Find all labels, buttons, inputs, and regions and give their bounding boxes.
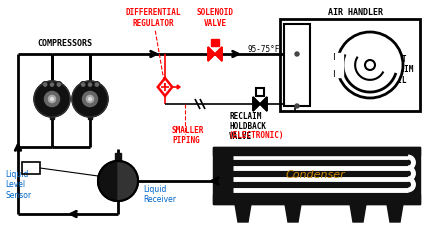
Circle shape (51, 98, 54, 101)
Text: Liquid
Level
Sensor: Liquid Level Sensor (5, 169, 31, 199)
Circle shape (365, 61, 375, 71)
Polygon shape (208, 48, 215, 62)
Polygon shape (235, 204, 251, 222)
Circle shape (88, 98, 91, 101)
Text: Condenser: Condenser (285, 169, 345, 179)
Wedge shape (118, 161, 138, 201)
Circle shape (45, 92, 60, 107)
Circle shape (56, 82, 62, 88)
Text: AIR HANDLER: AIR HANDLER (327, 8, 383, 17)
Polygon shape (215, 48, 222, 62)
Text: COMPRESSORS: COMPRESSORS (37, 39, 93, 48)
Bar (284, 25, 310, 106)
Circle shape (57, 84, 60, 87)
Text: SOLENOID
VALVE: SOLENOID VALVE (196, 8, 233, 28)
Circle shape (337, 33, 403, 99)
Circle shape (95, 84, 99, 87)
Circle shape (88, 84, 92, 87)
Bar (213, 147, 420, 204)
Circle shape (295, 53, 299, 57)
Polygon shape (387, 204, 403, 222)
Text: DIFFERENTIAL
REGULATOR: DIFFERENTIAL REGULATOR (125, 8, 181, 28)
Circle shape (87, 82, 93, 88)
Polygon shape (260, 98, 267, 111)
Polygon shape (253, 98, 260, 111)
Bar (213, 194, 420, 204)
Circle shape (82, 84, 85, 87)
Bar (115, 153, 121, 161)
Bar (284, 25, 310, 106)
Circle shape (48, 96, 56, 103)
Text: SMALLER
PIPING: SMALLER PIPING (172, 126, 204, 145)
Text: RECLAIM
HOLDBACK
VALVE: RECLAIM HOLDBACK VALVE (229, 111, 266, 141)
Polygon shape (350, 204, 366, 222)
Bar (88, 112, 92, 119)
Circle shape (50, 84, 54, 87)
Text: 95-75°F: 95-75°F (247, 45, 279, 54)
Wedge shape (98, 161, 118, 201)
Circle shape (86, 96, 94, 103)
Circle shape (43, 84, 47, 87)
Bar (22, 162, 40, 174)
Text: HEAT
RECLAIM
COIL: HEAT RECLAIM COIL (382, 55, 414, 84)
Text: 70°F: 70°F (245, 194, 263, 203)
Bar (256, 89, 264, 96)
Bar (211, 40, 219, 47)
Circle shape (94, 82, 100, 88)
Bar (213, 147, 420, 155)
Circle shape (82, 92, 97, 107)
Circle shape (34, 82, 70, 118)
Circle shape (295, 105, 299, 109)
Bar (280, 20, 420, 111)
Circle shape (72, 82, 108, 118)
Text: (ELECTRONIC): (ELECTRONIC) (229, 131, 284, 139)
Polygon shape (177, 86, 180, 90)
Polygon shape (285, 204, 301, 222)
Bar (335, 54, 343, 78)
Text: Liquid
Receiver: Liquid Receiver (143, 184, 176, 203)
Circle shape (80, 82, 86, 88)
Circle shape (49, 82, 55, 88)
Bar (50, 112, 54, 119)
Circle shape (42, 82, 48, 88)
